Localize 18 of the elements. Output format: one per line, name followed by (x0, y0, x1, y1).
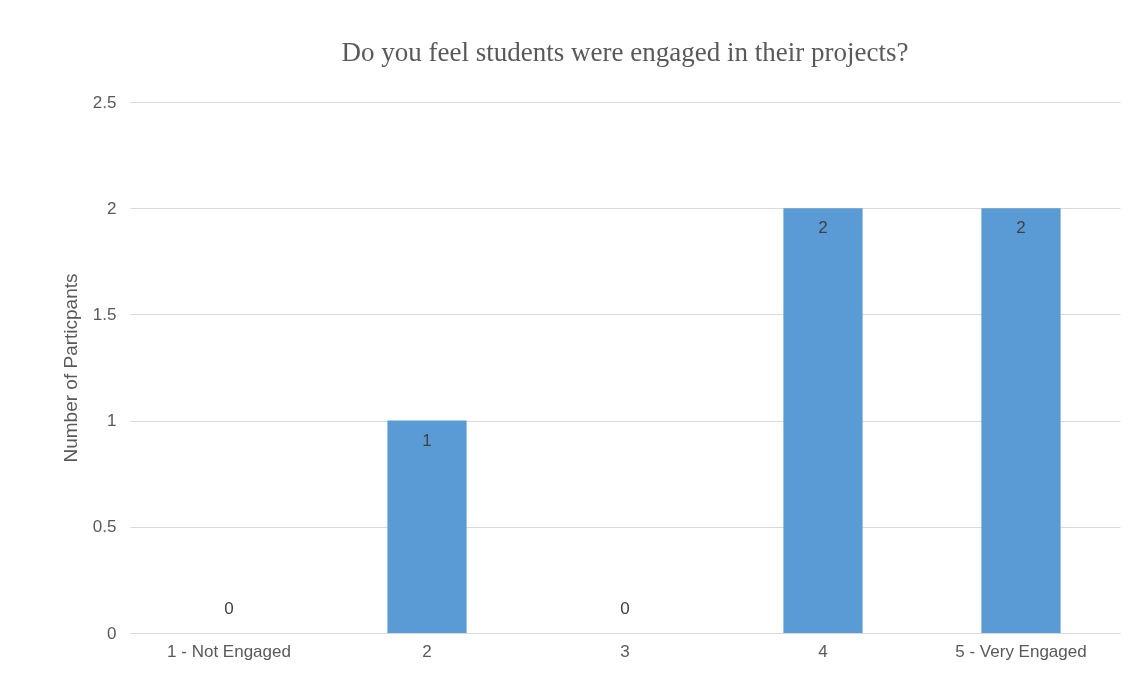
y-tick-label: 2 (107, 198, 117, 218)
x-tick-label: 2 (422, 641, 432, 661)
x-tick-label: 5 - Very Engaged (955, 641, 1087, 661)
data-label: 2 (1016, 218, 1026, 238)
data-label: 1 (422, 430, 432, 450)
data-label: 0 (224, 599, 234, 618)
x-tick-label: 3 (620, 641, 630, 661)
y-tick-label: 0.5 (92, 517, 117, 537)
data-label: 0 (620, 599, 630, 618)
y-tick-label: 2.5 (92, 92, 117, 112)
data-label: 2 (818, 218, 828, 238)
y-tick-label: 1 (107, 411, 117, 431)
y-tick-label: 1.5 (92, 304, 117, 324)
y-tick-label: 0 (107, 623, 117, 643)
x-tick-label: 4 (818, 641, 828, 661)
x-tick-label: 1 - Not Engaged (167, 641, 291, 661)
chart-title: Do you feel students were engaged in their projects? (341, 37, 909, 67)
y-axis-title: Number of Particpants (59, 273, 81, 463)
